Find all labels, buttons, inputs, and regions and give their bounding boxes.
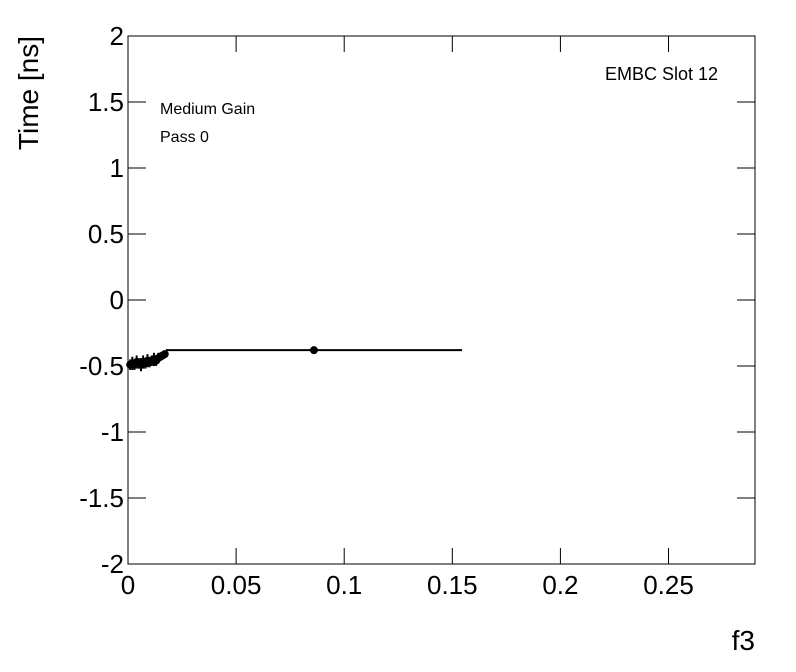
x-tick-label: 0.1	[326, 570, 362, 600]
annotation: Medium Gain	[160, 101, 255, 118]
x-tick-label: 0.15	[427, 570, 478, 600]
x-tick-label: 0	[121, 570, 135, 600]
y-tick-label: 1.5	[88, 87, 124, 117]
y-tick-label: -0.5	[79, 351, 124, 381]
annotation: Pass 0	[160, 129, 209, 146]
annotation: EMBC Slot 12	[605, 64, 718, 84]
point	[309, 346, 318, 355]
y-tick-label: 1	[110, 153, 124, 183]
point	[160, 350, 169, 359]
y-tick-label: 2	[110, 21, 124, 51]
y-tick-label: -1.5	[79, 483, 124, 513]
y-tick-label: 0.5	[88, 219, 124, 249]
x-axis-label: f3	[732, 625, 755, 656]
x-tick-label: 0.05	[211, 570, 262, 600]
y-tick-label: -1	[101, 417, 124, 447]
x-tick-label: 0.25	[643, 570, 694, 600]
y-tick-label: 0	[110, 285, 124, 315]
y-axis-label: Time [ns]	[13, 36, 44, 150]
x-tick-label: 0.2	[542, 570, 578, 600]
y-tick-label: -2	[101, 549, 124, 579]
